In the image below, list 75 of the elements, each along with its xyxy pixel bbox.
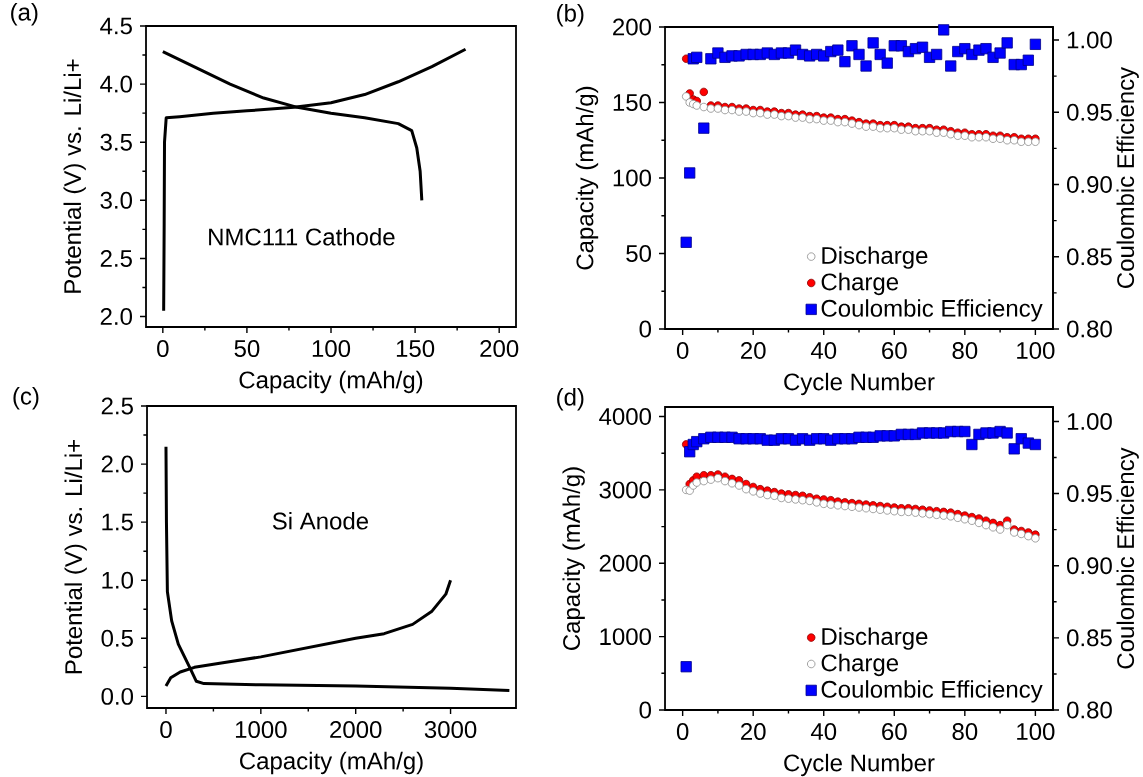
- y-tick-label: 0.5: [101, 629, 133, 647]
- legend-label: Coulombic Efficiency: [821, 299, 1043, 322]
- y-tick-label: 2.5: [101, 397, 133, 415]
- y-axis-title: Potential (V) vs. Li/Li+: [63, 59, 86, 293]
- x-tick-label: 60: [882, 723, 907, 741]
- x-tick-label: 0: [160, 721, 172, 739]
- x-tick-label: 100: [1017, 723, 1055, 741]
- y-tick-label: 4000: [599, 408, 652, 426]
- y2-tick-label: 0.90: [1067, 557, 1112, 575]
- x-tick-label: 0: [676, 723, 689, 741]
- y2-tick-label: 0.95: [1067, 103, 1112, 121]
- x-axis-title: Capacity (mAh/g): [240, 751, 423, 775]
- x-tick-label: 20: [741, 342, 766, 360]
- y-tick-label: 0: [639, 701, 652, 719]
- x-tick-label: 50: [234, 340, 260, 358]
- x-tick-label: 0: [676, 342, 689, 360]
- annotation: Si Anode: [272, 511, 369, 530]
- y-tick-label: 0: [639, 320, 652, 338]
- annotation: NMC111 Cathode: [209, 227, 395, 246]
- y2-tick-label: 0.85: [1067, 248, 1112, 266]
- x-tick-label: 100: [1017, 342, 1055, 360]
- y-tick-label: 3.0: [100, 191, 133, 209]
- x-tick-label: 2000: [330, 721, 382, 739]
- y2-tick-label: 1.00: [1067, 412, 1112, 430]
- y-axis-title: Potential (V) vs. Li/Li+: [64, 440, 87, 674]
- chart-title: (b): [557, 4, 584, 27]
- x-tick-label: 40: [810, 342, 837, 360]
- x-tick-label: 100: [312, 340, 351, 358]
- y2-tick-label: 0.80: [1067, 320, 1112, 338]
- y-tick-label: 4.5: [100, 17, 132, 35]
- y-tick-label: 50: [626, 245, 652, 262]
- y-tick-label: 1000: [600, 628, 652, 646]
- y-tick-label: 3.5: [100, 133, 132, 151]
- y2-tick-label: 0.80: [1067, 701, 1112, 719]
- y-tick-label: 1.5: [102, 513, 133, 531]
- chart-title: (a): [11, 3, 38, 26]
- x-axis-title: Cycle Number: [784, 753, 935, 777]
- x-tick-label: 80: [952, 723, 978, 741]
- chart-title: (c): [13, 387, 39, 410]
- y-tick-label: 2.5: [100, 249, 132, 267]
- x-axis-title: Capacity (mAh/g): [239, 370, 423, 394]
- y2-tick-label: 0.95: [1067, 485, 1112, 503]
- y-tick-label: 150: [613, 94, 652, 111]
- y-tick-label: 100: [613, 169, 652, 187]
- y2-tick-label: 1.00: [1067, 31, 1112, 49]
- x-tick-label: 60: [882, 342, 907, 360]
- legend-label: Charge: [821, 653, 899, 677]
- legend-label: Coulombic Efficiency: [821, 680, 1043, 703]
- y-tick-label: 2.0: [101, 455, 134, 473]
- x-tick-label: 1000: [235, 721, 287, 739]
- y-axis-title: Capacity (mAh/g): [562, 467, 585, 650]
- x-tick-label: 20: [741, 723, 766, 741]
- y-tick-label: 200: [613, 18, 652, 36]
- legend-label: Charge: [821, 272, 899, 296]
- y-tick-label: 4.0: [100, 75, 133, 93]
- x-tick-label: 150: [396, 340, 435, 358]
- y-tick-label: 2000: [599, 554, 652, 572]
- y2-axis-title: Coulombic Efficiency: [1116, 66, 1139, 288]
- y-tick-label: 1.0: [102, 571, 134, 589]
- chart-title: (d): [557, 388, 584, 411]
- x-tick-label: 40: [810, 723, 837, 741]
- y-tick-label: 3000: [599, 481, 652, 499]
- y2-axis-title: Coulombic Efficiency: [1116, 447, 1139, 669]
- legend-label: Discharge: [822, 246, 928, 269]
- x-tick-label: 3000: [424, 721, 477, 739]
- legend-label: Discharge: [822, 627, 928, 650]
- y-tick-label: 0.0: [101, 687, 134, 705]
- x-axis-title: Cycle Number: [784, 372, 935, 396]
- y2-tick-label: 0.90: [1067, 176, 1112, 193]
- y-axis-title: Capacity (mAh/g): [575, 86, 599, 270]
- x-tick-label: 80: [952, 342, 978, 360]
- x-tick-label: 0: [157, 340, 169, 358]
- y2-tick-label: 0.85: [1067, 629, 1112, 647]
- x-tick-label: 200: [480, 340, 519, 358]
- y-tick-label: 2.0: [100, 308, 133, 326]
